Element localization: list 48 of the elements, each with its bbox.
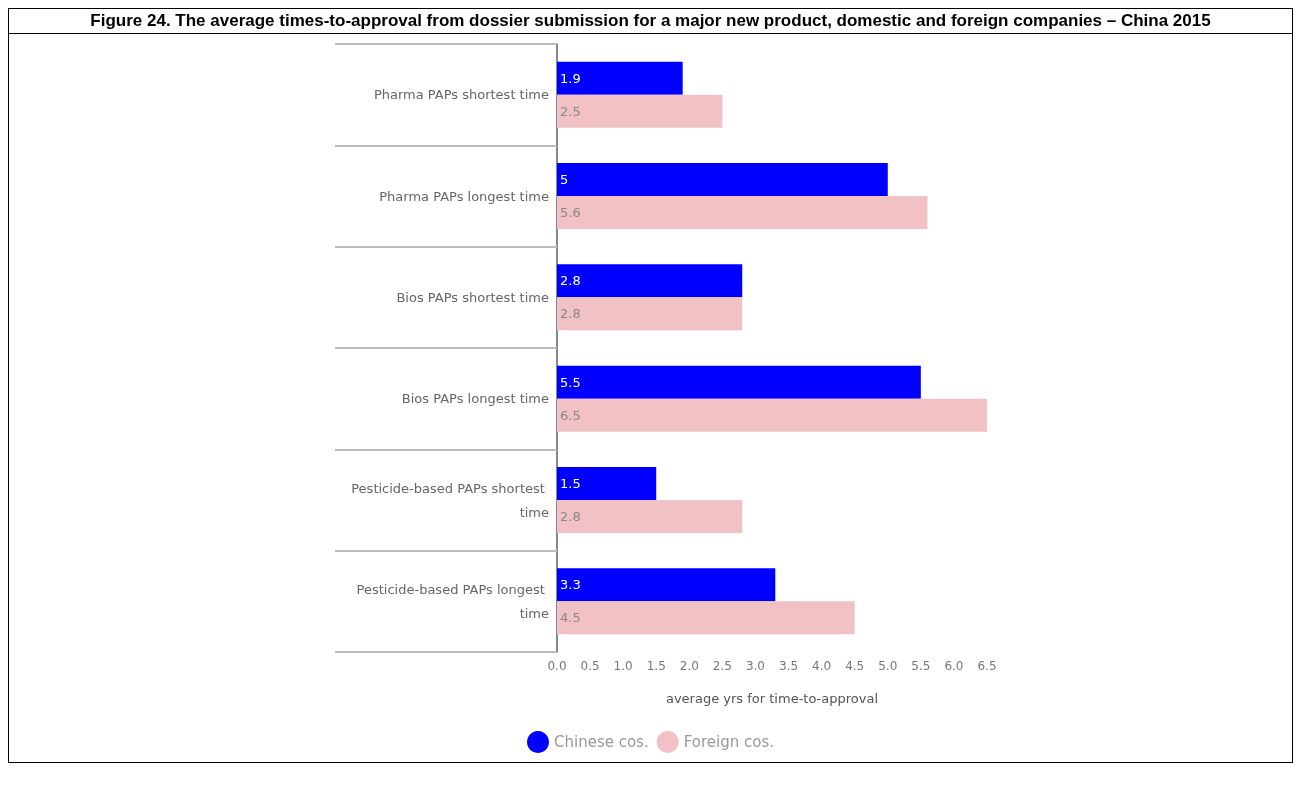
x-tick-label: 2.5	[712, 659, 732, 673]
bar	[557, 163, 888, 196]
bar	[557, 94, 723, 128]
data-label: 1.5	[560, 476, 581, 491]
x-tick-label: 1.5	[646, 659, 666, 673]
x-tick-label: 5.5	[911, 659, 931, 673]
x-tick-label: 6.0	[944, 659, 964, 673]
data-label: 6.5	[560, 407, 581, 423]
bar	[557, 297, 743, 331]
x-tick-label: 4.0	[812, 659, 832, 673]
bar	[557, 196, 928, 229]
data-label: 3.3	[560, 577, 581, 593]
data-label: 2.8	[560, 509, 581, 524]
data-label: 2.5	[560, 103, 581, 119]
data-label: 5	[560, 172, 569, 187]
y-tick-label: Pharma PAPs longest time	[379, 188, 549, 204]
x-tick-label: 5.0	[878, 659, 898, 673]
x-axis-title: average yrs for time-to-approval	[665, 691, 879, 706]
legend-label: Foreign cos.	[683, 733, 775, 751]
data-label: 2.8	[560, 273, 581, 289]
y-tick-label: Bios PAPs shortest time	[396, 289, 549, 305]
x-tick-label: 3.0	[745, 659, 766, 673]
bar	[557, 264, 743, 298]
y-tick-label: Bios PAPs longest time	[401, 391, 549, 407]
data-label: 4.5	[560, 610, 581, 626]
x-tick-label: 0.5	[580, 659, 600, 673]
bar	[557, 467, 657, 500]
bar	[557, 365, 921, 399]
bar	[557, 500, 743, 533]
chart-title: Figure 24. The average times-to-approval from dossier submission for a major new product, domestic and foreign companies – China 2015	[9, 9, 1292, 34]
x-tick-label: 4.5	[845, 659, 865, 673]
bar	[557, 601, 855, 635]
y-tick-label: Pesticide-based PAPs shortest time	[351, 480, 549, 520]
y-tick-label: Pharma PAPs shortest time	[373, 87, 549, 103]
data-label: 1.9	[560, 70, 581, 86]
x-tick-label: 3.5	[778, 659, 799, 673]
data-label: 2.8	[560, 306, 581, 322]
x-tick-label: 2.0	[679, 659, 699, 673]
bar	[557, 568, 776, 602]
data-label: 5.5	[560, 374, 581, 390]
x-tick-label: 0.0	[547, 659, 567, 673]
bar	[557, 398, 987, 432]
legend-label: Chinese cos.	[554, 733, 649, 751]
x-tick-label: 6.5	[977, 659, 997, 673]
y-tick-label: Pesticide-based PAPs longest time	[356, 581, 549, 621]
x-tick-label: 1.0	[613, 659, 633, 673]
bar	[557, 61, 683, 95]
data-label: 5.6	[560, 205, 581, 220]
